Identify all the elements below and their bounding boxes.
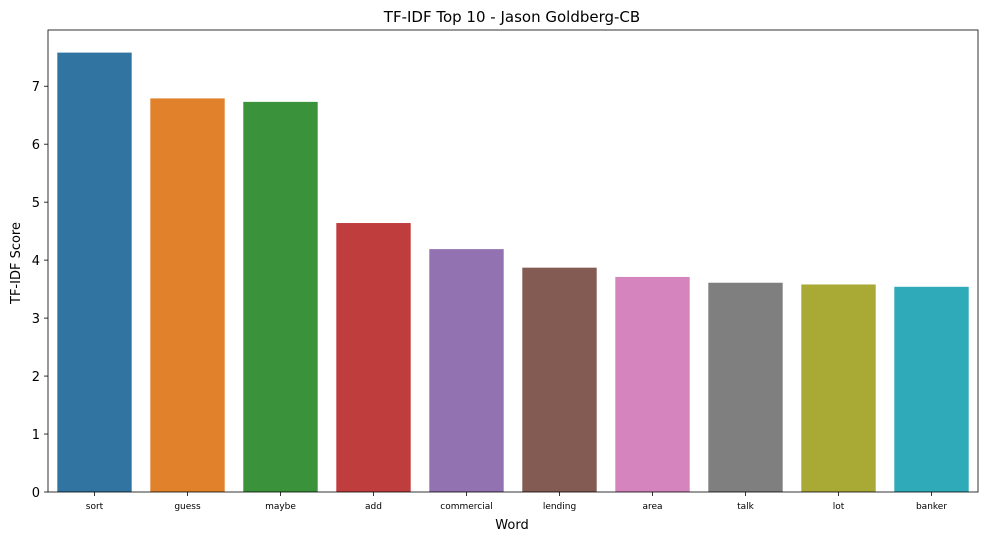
y-tick-label: 6 bbox=[32, 138, 40, 153]
x-axis-label: Word bbox=[495, 518, 528, 533]
bar-commercial bbox=[429, 249, 504, 492]
bars-group bbox=[57, 52, 969, 493]
x-tick-label-guess: guess bbox=[174, 502, 201, 512]
bar-guess bbox=[150, 98, 225, 493]
x-tick-label-add: add bbox=[365, 502, 382, 512]
bar-sort bbox=[57, 52, 132, 493]
bar-lot bbox=[801, 284, 876, 492]
y-axis-ticks: 0 1 2 3 4 5 6 7 bbox=[32, 80, 48, 501]
bar-maybe bbox=[243, 101, 318, 492]
y-axis-label: TF-IDF Score bbox=[9, 222, 24, 305]
x-tick-label-sort: sort bbox=[86, 502, 104, 512]
bar-area bbox=[615, 276, 690, 492]
x-tick-label-maybe: maybe bbox=[265, 502, 296, 512]
y-tick-label: 2 bbox=[32, 370, 40, 385]
bar-banker bbox=[894, 286, 969, 492]
y-tick-label: 0 bbox=[32, 486, 40, 501]
x-tick-label-lending: lending bbox=[543, 502, 576, 512]
plot-frame bbox=[47, 29, 979, 493]
bar-lending bbox=[522, 267, 597, 492]
y-tick-label: 4 bbox=[32, 254, 40, 269]
bar-talk bbox=[708, 282, 783, 492]
x-tick-label-banker: banker bbox=[916, 502, 947, 512]
x-tick-label-lot: lot bbox=[833, 502, 845, 512]
x-tick-label-commercial: commercial bbox=[440, 502, 493, 512]
y-tick-label: 5 bbox=[32, 196, 40, 211]
y-tick-label: 3 bbox=[32, 312, 40, 327]
x-tick-label-talk: talk bbox=[737, 502, 755, 512]
x-tick-label-area: area bbox=[642, 502, 662, 512]
bar-add bbox=[336, 223, 411, 492]
chart-title: TF-IDF Top 10 - Jason Goldberg-CB bbox=[383, 8, 640, 26]
x-axis-ticks: sort guess maybe add commercial lending area ta… bbox=[86, 492, 947, 512]
y-tick-label: 7 bbox=[32, 80, 40, 95]
y-tick-label: 1 bbox=[32, 428, 40, 443]
